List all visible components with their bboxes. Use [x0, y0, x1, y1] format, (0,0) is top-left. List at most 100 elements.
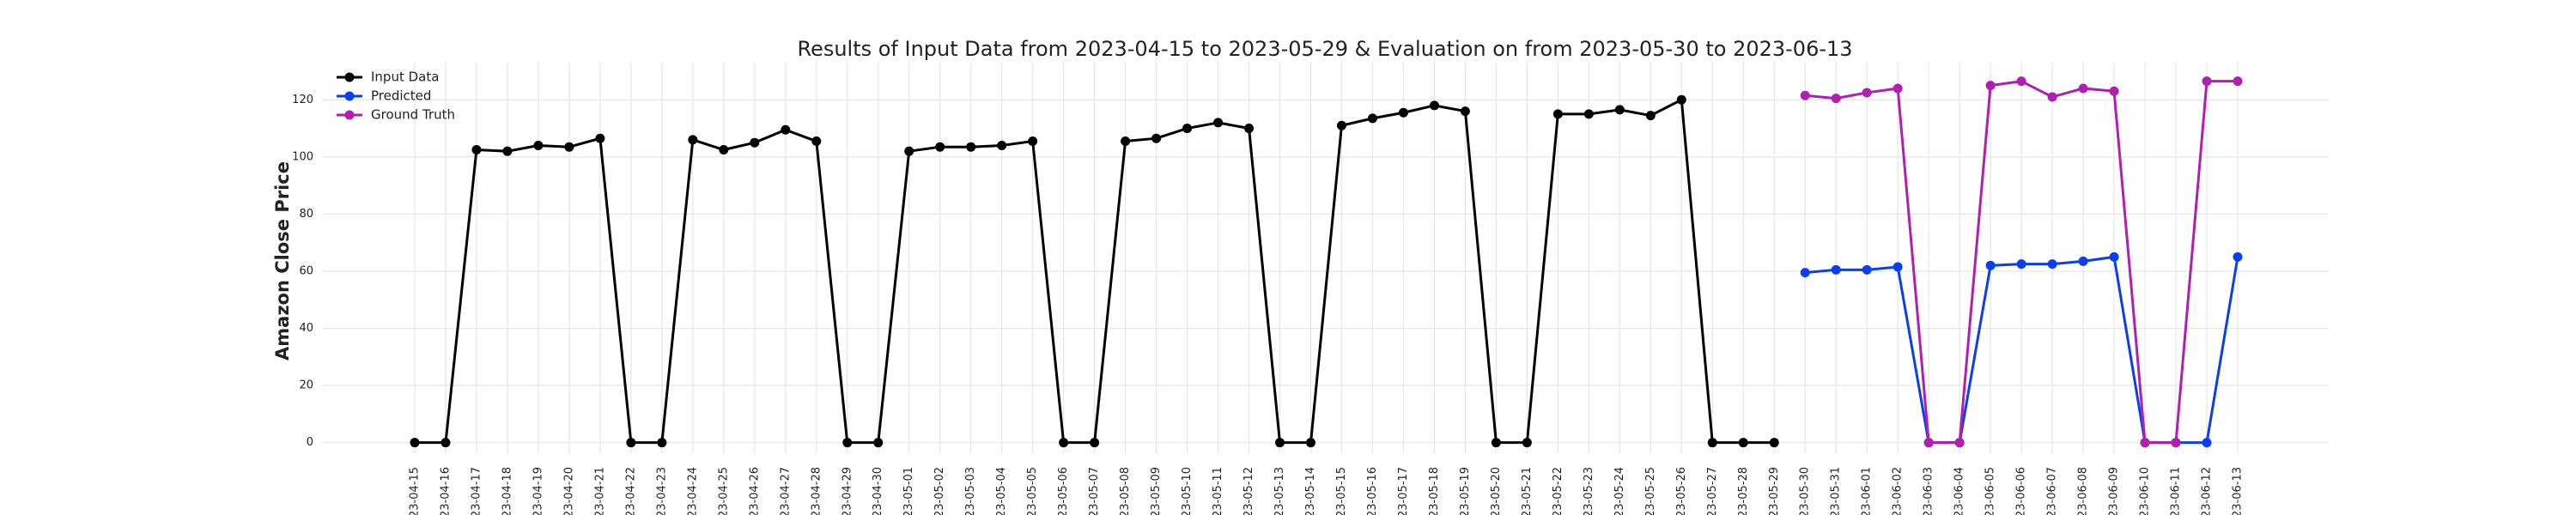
data-point [1800, 268, 1810, 278]
data-point [904, 146, 914, 156]
data-point [1182, 124, 1193, 134]
x-tick-label: 2023-05-26 [1675, 467, 1688, 515]
x-tick-label: 2023-05-24 [1613, 467, 1626, 515]
x-tick-label: 2023-06-01 [1861, 467, 1874, 515]
data-point [1275, 438, 1285, 448]
x-tick-label: 2023-04-15 [409, 467, 422, 515]
x-tick-label: 2023-05-04 [995, 467, 1008, 515]
x-tick-label: 2023-05-03 [964, 467, 977, 515]
data-point [688, 135, 698, 145]
data-point [471, 145, 482, 155]
x-tick-label: 2023-05-15 [1335, 467, 1348, 515]
x-tick-label: 2023-06-13 [2232, 467, 2245, 515]
data-point [657, 438, 667, 448]
legend-marker [344, 91, 355, 101]
x-tick-label: 2023-04-29 [841, 467, 854, 515]
data-point [2202, 438, 2212, 448]
data-point [1862, 264, 1872, 275]
data-point [873, 438, 884, 448]
data-point [1151, 133, 1162, 143]
x-tick-label: 2023-05-07 [1088, 467, 1101, 515]
x-tick-label: 2023-05-18 [1428, 467, 1441, 515]
data-point [1306, 438, 1316, 448]
data-point [440, 438, 451, 448]
data-point [1121, 136, 1131, 147]
data-point [997, 141, 1007, 151]
data-point [502, 146, 513, 156]
data-point [2016, 76, 2026, 87]
legend-marker [344, 110, 355, 120]
data-point [1893, 83, 1903, 94]
x-tick-label: 2023-05-01 [902, 467, 915, 515]
y-tick-label: 0 [307, 436, 313, 449]
data-point [2078, 256, 2088, 266]
x-tick-label: 2023-04-17 [470, 467, 483, 515]
x-tick-label: 2023-06-09 [2108, 467, 2121, 515]
x-tick-label: 2023-05-14 [1304, 467, 1317, 515]
data-point [1244, 124, 1255, 134]
data-point [2047, 92, 2057, 102]
data-point [750, 137, 760, 148]
data-point [2078, 83, 2088, 94]
x-tick-label: 2023-06-11 [2170, 467, 2183, 515]
data-point [1583, 109, 1594, 119]
data-point [410, 438, 420, 448]
x-tick-label: 2023-05-10 [1181, 467, 1194, 515]
legend-label: Predicted [371, 88, 431, 104]
data-point [1028, 136, 1038, 147]
x-tick-label: 2023-05-16 [1366, 467, 1379, 515]
data-point [1923, 438, 1934, 448]
data-point [1491, 438, 1501, 448]
x-tick-label: 2023-06-02 [1892, 467, 1905, 515]
data-point [2109, 251, 2119, 262]
x-tick-label: 2023-05-27 [1706, 467, 1719, 515]
y-tick-label: 120 [292, 94, 313, 106]
data-point [1460, 106, 1470, 117]
x-tick-label: 2023-05-11 [1212, 467, 1224, 515]
data-point [1800, 90, 1810, 100]
x-tick-label: 2023-05-02 [933, 467, 946, 515]
data-point [2233, 251, 2243, 262]
data-point [966, 142, 976, 152]
x-tick-label: 2023-04-20 [562, 467, 575, 515]
data-point [564, 142, 574, 152]
data-point [1090, 438, 1100, 448]
y-tick-label: 60 [299, 264, 313, 277]
x-tick-label: 2023-06-07 [2046, 467, 2059, 515]
x-tick-label: 2023-04-23 [655, 467, 668, 515]
x-tick-label: 2023-05-05 [1026, 467, 1039, 515]
x-tick-label: 2023-04-30 [872, 467, 884, 515]
data-point [1614, 105, 1625, 115]
x-tick-label: 2023-05-22 [1552, 467, 1564, 515]
data-point [1707, 438, 1717, 448]
x-tick-label: 2023-05-31 [1830, 467, 1843, 515]
data-point [1552, 109, 1563, 119]
data-point [781, 124, 791, 135]
data-point [1522, 438, 1532, 448]
y-tick-label: 20 [299, 379, 313, 392]
x-tick-label: 2023-06-08 [2077, 467, 2090, 515]
data-point [533, 141, 544, 151]
data-point [2047, 259, 2057, 270]
data-point [842, 438, 853, 448]
x-tick-label: 2023-05-09 [1150, 467, 1163, 515]
x-tick-label: 2023-06-12 [2201, 467, 2214, 515]
data-point [1367, 113, 1377, 124]
data-point [1059, 438, 1069, 448]
data-point [1645, 111, 1656, 121]
x-tick-label: 2023-04-24 [686, 467, 699, 515]
data-point [1676, 94, 1686, 105]
data-point [1831, 264, 1841, 275]
x-tick-label: 2023-05-19 [1459, 467, 1472, 515]
data-point [2109, 86, 2119, 96]
x-tick-label: 2023-04-22 [624, 467, 637, 515]
legend-label: Ground Truth [371, 107, 455, 123]
x-tick-label: 2023-04-28 [810, 467, 823, 515]
y-tick-label: 100 [292, 150, 313, 163]
x-tick-label: 2023-05-29 [1768, 467, 1781, 515]
x-tick-label: 2023-06-06 [2015, 467, 2028, 515]
x-tick-label: 2023-04-27 [779, 467, 792, 515]
data-point [811, 136, 822, 147]
y-tick-label: 80 [299, 208, 313, 221]
